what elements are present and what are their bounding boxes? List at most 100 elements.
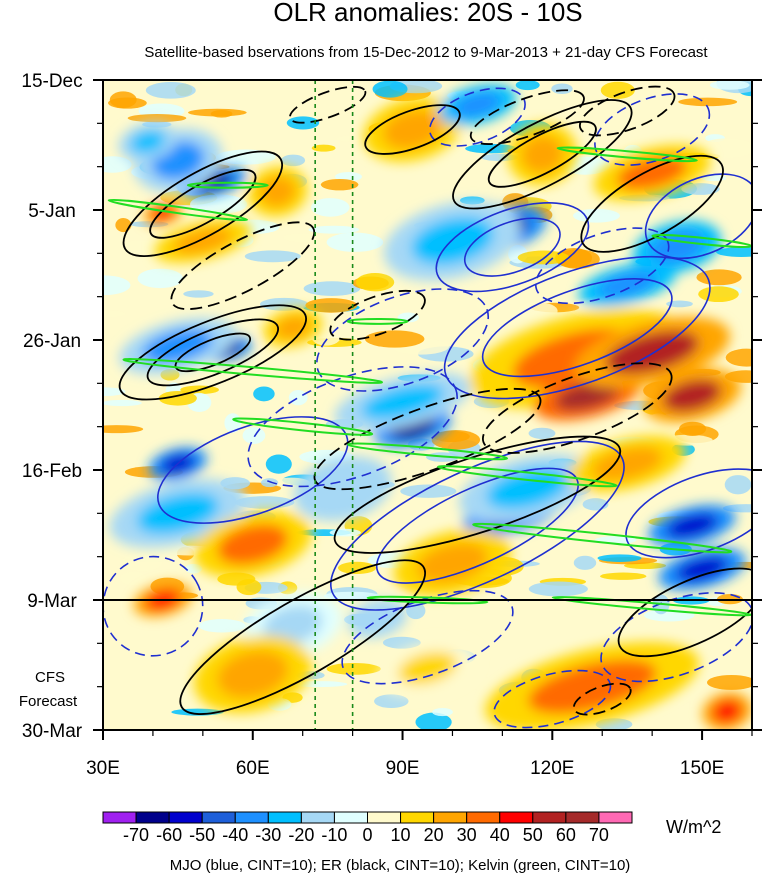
anomaly-blob-core	[417, 542, 488, 583]
anomaly-speckle	[431, 429, 481, 450]
anomaly-speckle	[355, 273, 395, 292]
anomaly-speckle	[337, 561, 377, 575]
anomaly-speckle	[198, 619, 246, 633]
anomaly-speckle	[253, 386, 275, 402]
mjo-contour	[103, 555, 204, 657]
colorbar-swatch	[400, 811, 435, 824]
anomaly-blob-core	[665, 513, 719, 539]
x-tick-label: 90E	[386, 758, 420, 779]
anomaly-blob-core	[675, 556, 729, 582]
anomaly-blob-core	[217, 650, 289, 698]
er-contour	[452, 99, 633, 210]
anomaly-speckle	[303, 281, 361, 296]
x-tick-label: 150E	[680, 758, 724, 779]
anomaly-blob-core	[662, 379, 722, 412]
anomaly-speckle	[282, 233, 324, 243]
anomaly-speckle	[320, 178, 359, 191]
anomaly-blob-core	[217, 524, 288, 565]
anomaly-speckle	[127, 114, 187, 123]
colorbar-tick-label: -60	[156, 825, 182, 845]
forecast-label: Forecast	[19, 693, 78, 710]
plot-area	[103, 80, 752, 730]
anomaly-speckle	[364, 330, 425, 348]
anomaly-speckle	[724, 475, 752, 495]
anomaly-speckle	[145, 82, 196, 99]
chart-subtitle: Satellite-based bservations from 15-Dec-…	[144, 44, 708, 61]
colorbar-tick-label: 10	[391, 825, 411, 845]
anomaly-blob-core	[259, 176, 296, 207]
colorbar-swatch	[598, 811, 633, 824]
anomaly-speckle	[517, 302, 558, 320]
anomaly-speckle	[137, 268, 184, 289]
mjo-contour	[330, 440, 625, 611]
anomaly-speckle	[115, 217, 132, 233]
plot-frame	[102, 79, 753, 731]
anomaly-speckle	[261, 478, 279, 488]
anomaly-speckle	[432, 707, 453, 717]
colorbar-tick-label: 0	[362, 825, 372, 845]
er-contour	[149, 168, 257, 239]
mjo-contour	[375, 467, 579, 584]
anomaly-speckle	[305, 298, 358, 313]
y-tick-label: 15-Dec	[21, 71, 82, 92]
anomaly-speckle	[374, 694, 409, 709]
y-tick-label: 30-Mar	[22, 721, 83, 742]
anomaly-blob-core	[528, 659, 657, 714]
anomaly-speckle	[551, 83, 573, 95]
colorbar-tick-label: 70	[589, 825, 609, 845]
anomaly-blob-core	[454, 92, 501, 118]
anomaly-speckle	[210, 110, 233, 118]
anomaly-speckle	[158, 390, 197, 406]
anomaly-blob-core	[521, 135, 564, 174]
y-tick-label: 9-Mar	[27, 591, 77, 612]
er-contour	[487, 120, 597, 188]
er-contour	[572, 682, 632, 716]
anomaly-blob-core	[173, 227, 233, 254]
anomaly-speckle	[308, 225, 360, 234]
anomaly-speckle	[103, 425, 144, 434]
anomaly-speckle	[288, 389, 308, 406]
colorbar-tick-label: -50	[189, 825, 215, 845]
kelvin-contour	[472, 522, 733, 554]
anomaly-speckle	[515, 80, 540, 91]
anomaly-speckle	[599, 572, 647, 580]
anomaly-speckle	[185, 563, 203, 574]
colorbar-swatch	[565, 811, 600, 824]
anomaly-speckle	[372, 80, 408, 98]
anomaly-speckle	[103, 156, 132, 173]
anomaly-blob-core	[411, 217, 494, 265]
kelvin-contour	[346, 317, 409, 325]
er-contour	[469, 89, 585, 145]
anomaly-speckle	[400, 484, 457, 498]
mjo-contour	[594, 93, 711, 166]
colorbar-swatch	[300, 811, 335, 824]
colorbar-tick-label: 40	[490, 825, 510, 845]
anomaly-speckle	[263, 80, 312, 86]
colorbar-tick-label: -10	[321, 825, 347, 845]
anomaly-speckle	[281, 154, 306, 167]
anomaly-speckle	[103, 275, 131, 296]
anomaly-speckle	[701, 175, 727, 182]
x-tick-label: 60E	[236, 758, 270, 779]
colorbar-swatch	[532, 811, 567, 824]
cfs-label: CFS	[35, 669, 65, 686]
colorbar-tick-label: 60	[556, 825, 576, 845]
y-tick-label: 26-Jan	[23, 331, 81, 352]
er-contour	[122, 150, 284, 258]
colorbar-units: W/m^2	[666, 817, 721, 837]
x-tick-label: 30E	[86, 758, 120, 779]
colorbar-swatch	[201, 811, 236, 824]
er-contour	[333, 435, 622, 554]
colorbar-tick-label: -30	[255, 825, 281, 845]
anomaly-speckle	[725, 348, 752, 367]
anomaly-speckle	[555, 247, 593, 268]
colorbar-swatch	[234, 811, 269, 824]
anomaly-blob-core	[361, 384, 444, 420]
chart-title: OLR anomalies: 20S - 10S	[273, 0, 582, 27]
colorbar-swatch	[102, 811, 137, 824]
er-contour	[329, 289, 426, 341]
er-contour	[481, 362, 673, 454]
anomaly-speckle	[310, 198, 350, 217]
colorbar-swatch	[433, 811, 468, 824]
